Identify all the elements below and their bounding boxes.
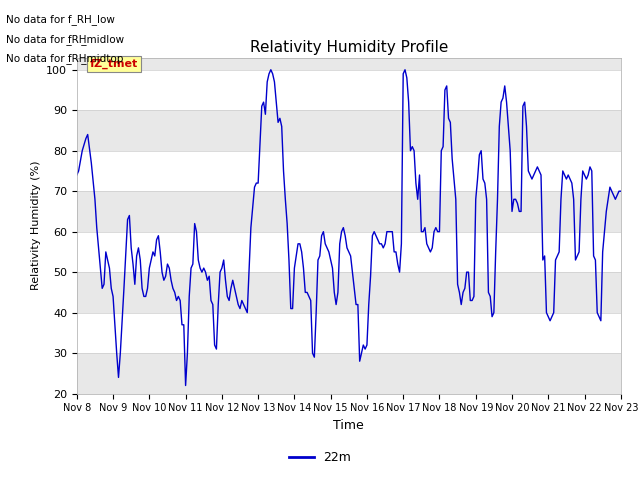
Legend: 22m: 22m <box>284 446 356 469</box>
Bar <box>77 110 621 151</box>
Bar <box>77 312 621 353</box>
Bar <box>77 232 621 272</box>
Text: fZ_tmet: fZ_tmet <box>90 59 138 69</box>
X-axis label: Time: Time <box>333 419 364 432</box>
Text: No data for f_RH_low: No data for f_RH_low <box>6 14 115 25</box>
Text: No data for f̲RH̲midlow: No data for f̲RH̲midlow <box>6 34 125 45</box>
Bar <box>77 58 621 70</box>
Bar <box>77 272 621 312</box>
Y-axis label: Relativity Humidity (%): Relativity Humidity (%) <box>31 161 40 290</box>
Bar <box>77 151 621 191</box>
Bar <box>77 353 621 394</box>
Title: Relativity Humidity Profile: Relativity Humidity Profile <box>250 40 448 55</box>
Bar <box>77 70 621 110</box>
Text: No data for f̲RH̲midtop: No data for f̲RH̲midtop <box>6 53 124 64</box>
Bar <box>77 191 621 232</box>
